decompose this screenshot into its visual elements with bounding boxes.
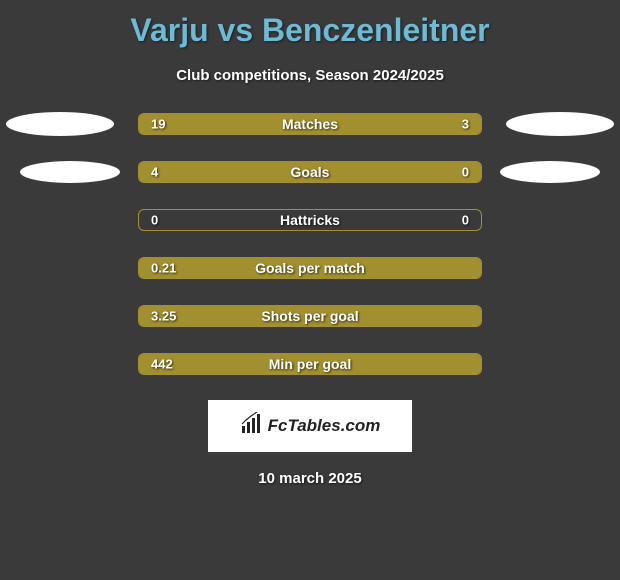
stat-bar: 19 Matches 3	[138, 113, 482, 135]
stat-row: 19 Matches 3	[0, 112, 620, 136]
stat-row: 442 Min per goal	[0, 352, 620, 376]
stat-label: Hattricks	[280, 212, 340, 228]
stat-bar: 0 Hattricks 0	[138, 209, 482, 231]
player-left-avatar-placeholder	[6, 112, 114, 136]
stat-row: 0 Hattricks 0	[0, 208, 620, 232]
generated-date: 10 march 2025	[0, 470, 620, 487]
stats-chart: 19 Matches 3 4 Goals 0 0 Hattricks 0 0.2…	[0, 112, 620, 376]
stat-label: Min per goal	[269, 356, 351, 372]
stat-bar: 0.21 Goals per match	[138, 257, 482, 279]
player-right-avatar-placeholder	[506, 112, 614, 136]
stat-value-left: 19	[151, 117, 165, 132]
stat-bar: 3.25 Shots per goal	[138, 305, 482, 327]
stat-label: Shots per goal	[261, 308, 358, 324]
player-left-avatar-placeholder	[20, 161, 120, 183]
comparison-title: Varju vs Benczenleitner	[0, 0, 620, 49]
stat-value-left: 0	[151, 213, 158, 228]
stat-label: Goals	[291, 164, 330, 180]
season-subtitle: Club competitions, Season 2024/2025	[0, 67, 620, 84]
player-right-avatar-placeholder	[500, 161, 600, 183]
bar-segment-left	[139, 114, 406, 134]
stat-row: 0.21 Goals per match	[0, 256, 620, 280]
stat-bar: 4 Goals 0	[138, 161, 482, 183]
stat-value-left: 3.25	[151, 309, 176, 324]
stat-bar: 442 Min per goal	[138, 353, 482, 375]
brand-logo: FcTables.com	[240, 412, 381, 441]
stat-label: Matches	[282, 116, 338, 132]
stat-row: 4 Goals 0	[0, 160, 620, 184]
bar-segment-left	[139, 162, 406, 182]
chart-bars-icon	[240, 412, 264, 441]
stat-value-right: 0	[462, 165, 469, 180]
stat-value-left: 442	[151, 357, 173, 372]
stat-label: Goals per match	[255, 260, 365, 276]
stat-value-right: 0	[462, 213, 469, 228]
stat-row: 3.25 Shots per goal	[0, 304, 620, 328]
stat-value-left: 4	[151, 165, 158, 180]
stat-value-right: 3	[462, 117, 469, 132]
brand-logo-box: FcTables.com	[208, 400, 412, 452]
bar-segment-right	[406, 114, 481, 134]
bar-segment-right	[406, 162, 481, 182]
stat-value-left: 0.21	[151, 261, 176, 276]
brand-logo-text: FcTables.com	[268, 416, 381, 436]
